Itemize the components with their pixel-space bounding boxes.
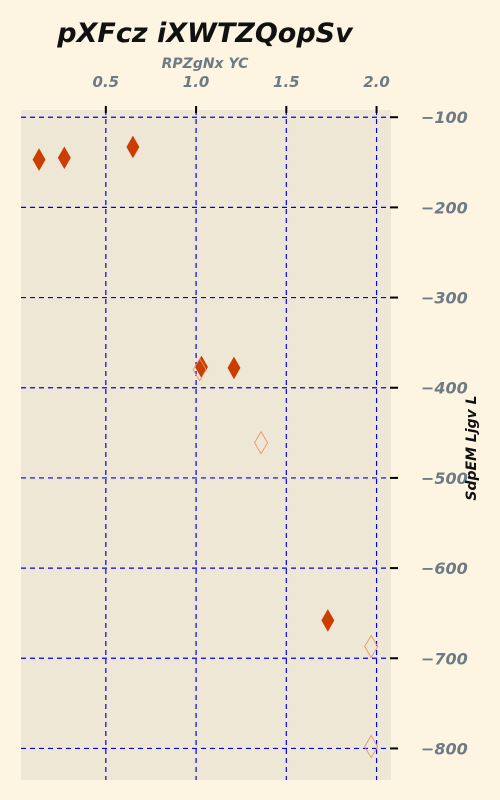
plot-area [21, 110, 391, 780]
y-tick-label: −100 [421, 108, 468, 127]
data-point-hollow [192, 357, 207, 382]
y-tick-label: −800 [421, 739, 468, 758]
data-point-filled [57, 146, 71, 170]
data-points [32, 135, 379, 759]
data-point-filled [227, 356, 241, 380]
x-tick-label: 1.0 [183, 73, 210, 91]
x-tick-label: 1.5 [273, 73, 300, 91]
data-point-filled [126, 135, 140, 159]
y-tick-label: −500 [421, 469, 468, 488]
y-tick-label: −700 [421, 649, 468, 668]
data-point-filled [32, 148, 46, 171]
x-tick-label: 0.5 [93, 73, 120, 91]
y-tick-label: −200 [421, 198, 468, 217]
y-axis-ticks: −100 −200 −300 −400 −500 −600 −700 −800 [390, 108, 468, 758]
data-point-hollow [254, 430, 269, 455]
x-tick-label: 2.0 [363, 73, 390, 91]
y-tick-label: −400 [421, 379, 468, 398]
x-axis-ticks: 0.5 1.0 1.5 2.0 [93, 73, 390, 113]
y-tick-label: −300 [421, 289, 468, 308]
y-tick-label: −600 [421, 559, 468, 578]
x-axis-label: RPZgNx YC [162, 56, 249, 72]
y-axis-label: SdpEM Ljgv L [464, 395, 480, 500]
grid-lines [21, 110, 391, 780]
data-point-hollow [364, 634, 379, 659]
data-point-filled [321, 609, 335, 632]
chart-title: pXFcz iXWTZQopSv [56, 18, 354, 49]
data-point-hollow [364, 734, 379, 759]
